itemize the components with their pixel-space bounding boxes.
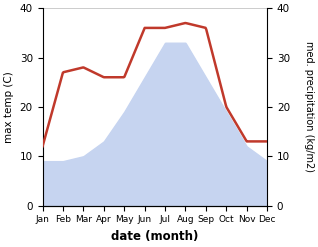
- X-axis label: date (month): date (month): [111, 230, 198, 243]
- Y-axis label: med. precipitation (kg/m2): med. precipitation (kg/m2): [304, 41, 314, 172]
- Y-axis label: max temp (C): max temp (C): [4, 71, 14, 143]
